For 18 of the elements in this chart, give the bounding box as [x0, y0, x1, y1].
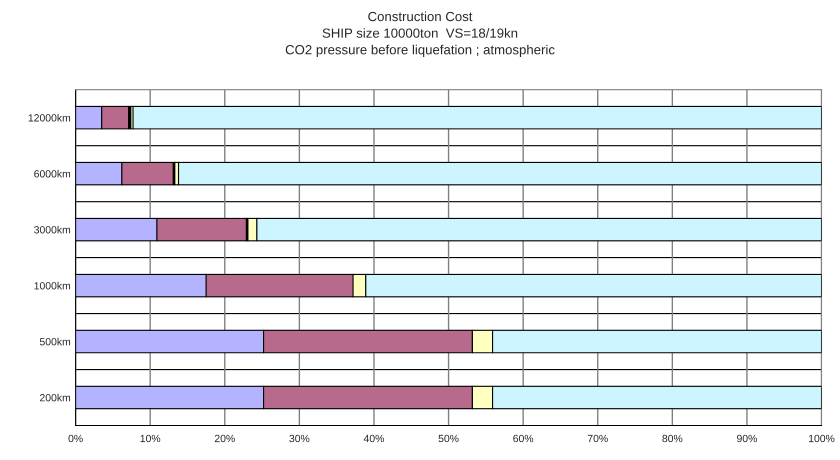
x-tick-label: 30% — [289, 434, 310, 442]
y-tick-label: 1000km — [34, 282, 70, 290]
x-tick-label: 60% — [513, 434, 534, 442]
y-tick-label: 6000km — [34, 170, 70, 178]
y-tick-label: 500km — [40, 338, 70, 346]
x-tick-label: 80% — [662, 434, 682, 442]
x-tick-label: 20% — [214, 434, 235, 442]
x-tick-label: 70% — [588, 434, 608, 442]
chart-title: Construction Cost SHIP size 10000ton VS=18/19kn CO2 pressure before liquefation ; atmospheric — [286, 12, 555, 58]
x-tick-label: 0% — [68, 434, 83, 442]
y-tick-label: 200km — [40, 394, 70, 402]
y-tick-label: 3000km — [34, 226, 70, 234]
x-tick-label: 90% — [736, 434, 757, 442]
x-tick-label: 50% — [438, 434, 459, 442]
x-tick-label: 40% — [364, 434, 384, 442]
x-tick-label: 100% — [808, 434, 834, 442]
x-tick-label: 10% — [140, 434, 160, 442]
y-tick-label: 12000km — [28, 114, 70, 122]
